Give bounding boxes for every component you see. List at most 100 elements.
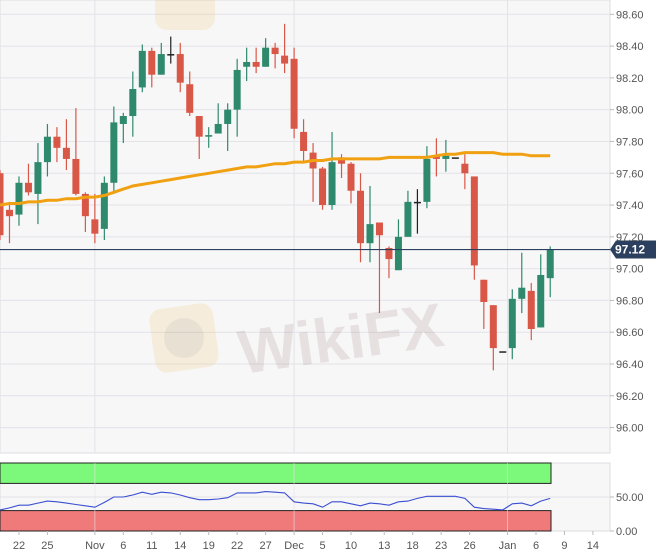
candle [233, 58, 241, 137]
candle-body [300, 131, 308, 151]
candle-body [119, 116, 127, 124]
candle [62, 119, 70, 171]
x-tick-label: 5 [319, 540, 325, 552]
candle-body [451, 157, 459, 159]
candle [451, 157, 459, 159]
last-price-badge-bg [610, 240, 656, 259]
x-tick-label: Dec [284, 540, 304, 552]
overbought-band [0, 462, 552, 484]
x-tick-label: 26 [463, 540, 475, 552]
candle-body [375, 222, 383, 236]
candle [148, 47, 156, 88]
candle-body [15, 182, 23, 215]
candle-body [195, 116, 203, 137]
candle [157, 42, 165, 75]
candle [290, 47, 298, 139]
candle [461, 154, 469, 190]
candle-body [442, 155, 450, 159]
price-axis: 98.60 98.40 98.20 98.00 97.80 97.60 97.40 97.20… [610, 9, 644, 435]
candle [129, 71, 137, 137]
candle [205, 127, 213, 148]
candle [300, 119, 308, 163]
candle [24, 163, 32, 196]
candle-body [233, 69, 241, 110]
candle-body [176, 54, 184, 83]
candle-body [470, 176, 478, 266]
candle-body [91, 219, 99, 234]
candle [442, 139, 450, 172]
last-price-badge: 97.12 [610, 240, 656, 259]
candle [243, 47, 251, 82]
candle [489, 305, 497, 371]
x-tick-label: 23 [435, 540, 447, 552]
y-tick-label: 96.00 [616, 423, 644, 435]
candle [470, 176, 478, 280]
candle-body [214, 123, 222, 134]
candle-body [24, 182, 32, 193]
y-tick-label: 97.80 [616, 136, 644, 148]
x-tick-label: 10 [345, 540, 357, 552]
candle [5, 201, 13, 244]
candle [413, 189, 421, 234]
candle-body [224, 109, 232, 124]
candle-body [499, 351, 507, 353]
candle [356, 173, 364, 263]
candle [394, 219, 402, 271]
candle-body [480, 279, 488, 302]
candle [546, 246, 554, 298]
candle [186, 71, 194, 117]
candle-body [252, 61, 260, 67]
candle [527, 282, 535, 341]
candle [281, 23, 289, 74]
candle-body [546, 249, 554, 279]
candle-body [394, 236, 402, 271]
candle-body [347, 163, 355, 191]
x-tick-label: 6 [533, 540, 539, 552]
x-tick-label: 9 [561, 540, 567, 552]
y-tick-label: 97.60 [616, 168, 644, 180]
candle-body [186, 84, 194, 113]
candle [328, 131, 336, 210]
moving-average-line [0, 151, 551, 207]
candle-body [423, 158, 431, 202]
candle [53, 127, 61, 163]
candle-body [508, 298, 516, 349]
y-tick-label: 97.40 [616, 200, 644, 212]
candle-body [262, 47, 270, 67]
candle-body [413, 201, 421, 204]
y-tick-label: 98.00 [616, 105, 644, 117]
oscillator-y-label: 50.00 [616, 492, 644, 504]
candle-body [271, 47, 279, 55]
candle-body [100, 182, 108, 229]
watermark-logo-mark [164, 318, 204, 358]
candle-body [167, 54, 175, 56]
candle-body [281, 55, 289, 64]
candle-body [537, 274, 545, 328]
last-price-label: 97.12 [615, 243, 645, 257]
candle [518, 252, 526, 314]
candle [214, 103, 222, 134]
candle-body [110, 122, 118, 183]
x-tick-label: Jan [499, 540, 517, 552]
candle-body [385, 247, 393, 260]
y-tick-label: 98.20 [616, 73, 644, 85]
candle [375, 222, 383, 314]
y-tick-label: 96.40 [616, 359, 644, 371]
x-tick-label: 25 [41, 540, 53, 552]
candle-body [243, 61, 251, 67]
candle [499, 351, 507, 353]
y-tick-label: 96.80 [616, 295, 644, 307]
x-tick-label: 13 [378, 540, 390, 552]
candle-body [205, 135, 213, 137]
candle [432, 138, 440, 177]
x-tick-label: 11 [146, 540, 157, 552]
candle-body [34, 162, 42, 194]
candle-body [290, 58, 298, 129]
candle-body [489, 305, 497, 349]
oscillator-panel: 50.00 0.00 [0, 462, 644, 538]
candle-body [328, 162, 336, 206]
x-tick-label: 6 [120, 540, 126, 552]
x-tick-label: 18 [407, 540, 419, 552]
candle-body [319, 168, 327, 206]
candle-body [404, 201, 412, 237]
